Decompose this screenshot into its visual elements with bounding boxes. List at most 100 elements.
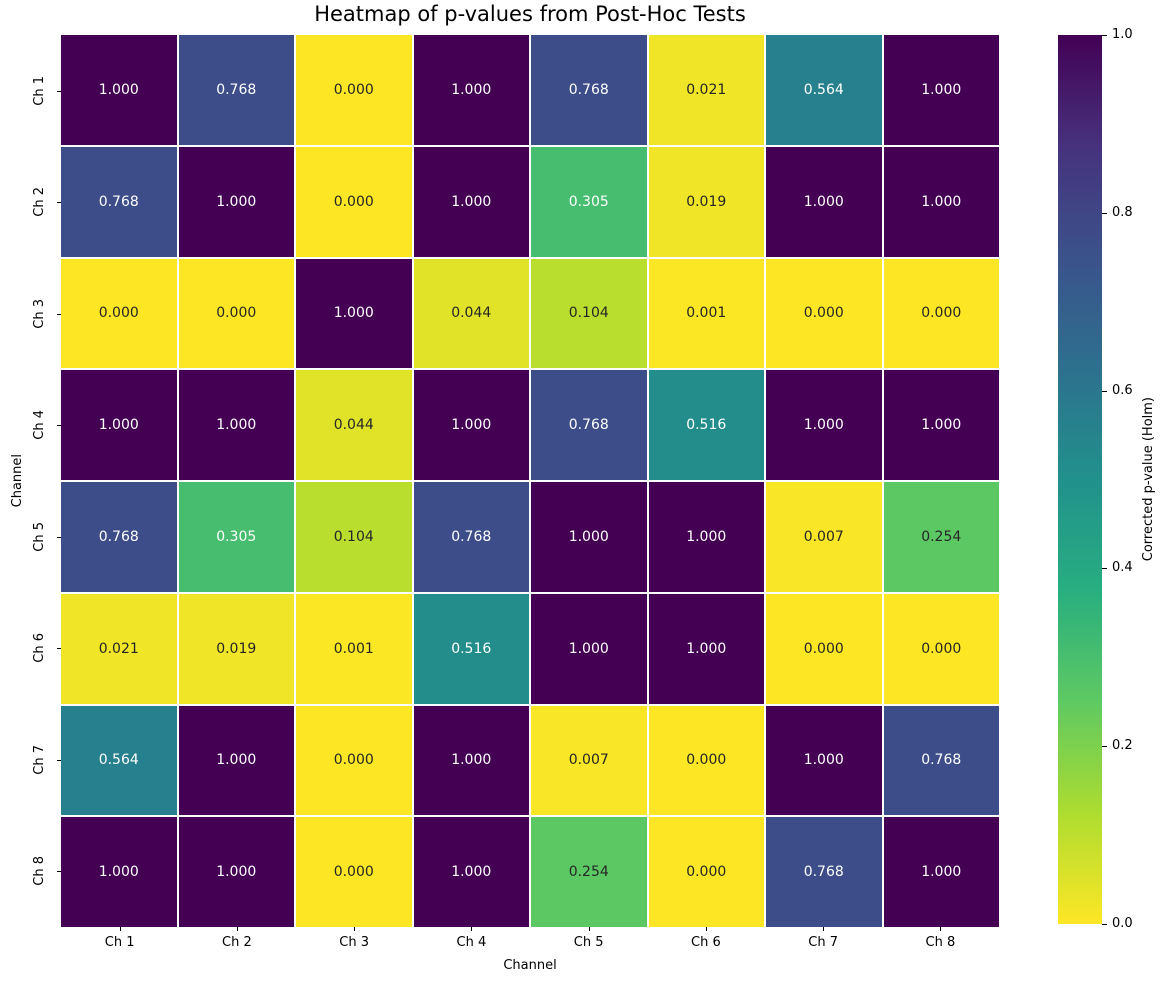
y-tick-mark	[57, 871, 61, 873]
x-tick-mark	[236, 927, 238, 931]
heatmap-cell: 0.000	[766, 258, 882, 369]
heatmap-cell: 0.001	[296, 593, 412, 704]
heatmap-cell: 0.021	[61, 593, 177, 704]
heatmap-cell: 1.000	[531, 482, 647, 592]
heatmap-cell: 0.564	[766, 35, 882, 145]
heatmap-cell: 1.000	[178, 146, 294, 257]
heatmap-cell: 0.768	[531, 35, 647, 145]
heatmap-cell: 0.021	[648, 35, 764, 145]
heatmap-cell: 0.768	[413, 482, 529, 592]
y-tick-label-text: Ch 7	[31, 744, 47, 775]
colorbar-tick-mark	[1102, 212, 1107, 214]
heatmap-cell: 0.000	[296, 35, 412, 145]
y-tick-label-text: Ch 4	[31, 410, 47, 441]
colorbar-tick-label: 1.0	[1112, 27, 1133, 42]
x-tick-label: Ch 2	[222, 935, 252, 950]
x-tick-mark	[119, 927, 121, 931]
colorbar-tick-mark	[1102, 35, 1107, 36]
heatmap-cell: 1.000	[413, 705, 529, 816]
colorbar-tick-label: 0.6	[1112, 382, 1133, 398]
y-tick-mark	[57, 759, 61, 761]
heatmap-cell: 1.000	[766, 146, 882, 257]
heatmap-cell: 1.000	[413, 35, 529, 145]
colorbar	[1058, 35, 1102, 924]
colorbar-tick-label: 0.8	[1112, 204, 1133, 220]
colorbar-label-text: Corrected p-value (Holm)	[1140, 397, 1156, 562]
heatmap-cell: 1.000	[61, 35, 177, 145]
x-tick-label: Ch 1	[104, 935, 135, 950]
heatmap-cell: 0.000	[883, 593, 999, 704]
colorbar-tick-label: 0.4	[1112, 560, 1133, 576]
heatmap-cell: 0.768	[61, 146, 177, 257]
y-tick-label-text: Ch 2	[31, 187, 47, 218]
y-tick-mark	[57, 425, 61, 427]
y-tick-label-text: Ch 6	[31, 633, 47, 664]
heatmap-cell: 0.044	[296, 370, 412, 480]
x-tick-label: Ch 3	[339, 935, 369, 950]
x-tick-mark	[354, 927, 356, 931]
heatmap-cell: 1.000	[178, 705, 294, 816]
heatmap-cell: 1.000	[61, 370, 177, 480]
heatmap-cell: 1.000	[531, 593, 647, 704]
y-tick-label-text: Ch 8	[31, 856, 47, 887]
heatmap-grid: 1.000 0.768 0.000 1.000 0.768 0.021 0.564 1.000…	[61, 35, 999, 927]
y-tick-mark	[57, 536, 61, 538]
heatmap-cell: 1.000	[883, 35, 999, 145]
heatmap-cell: 1.000	[648, 482, 764, 592]
y-tick-label-text: Ch 1	[31, 75, 47, 106]
y-tick-mark	[57, 202, 61, 204]
x-tick-label: Ch 8	[925, 935, 956, 950]
heatmap-cell: 0.305	[178, 482, 294, 592]
y-tick-label-text: Ch 5	[31, 521, 47, 552]
colorbar-label: Corrected p-value (Holm)	[1138, 35, 1158, 924]
y-axis-label-text: Channel	[9, 454, 25, 508]
y-tick-label-text: Ch 3	[31, 298, 47, 329]
heatmap-cell: 0.254	[883, 482, 999, 592]
x-tick-mark	[823, 927, 825, 931]
y-tick-label: Ch 1	[30, 46, 48, 136]
colorbar-tick-label: 0.0	[1112, 916, 1133, 931]
heatmap-cell: 0.768	[61, 482, 177, 592]
heatmap-cell: 0.000	[178, 258, 294, 369]
heatmap-cell: 1.000	[648, 593, 764, 704]
heatmap-cell: 0.019	[648, 146, 764, 257]
heatmap-cell: 0.000	[648, 705, 764, 816]
heatmap-cell: 1.000	[883, 817, 999, 927]
heatmap-cell: 0.768	[766, 817, 882, 927]
heatmap-cell: 0.000	[296, 705, 412, 816]
heatmap-cell: 1.000	[766, 705, 882, 816]
chart-title: Heatmap of p-values from Post-Hoc Tests	[314, 2, 746, 26]
x-tick-label: Ch 4	[456, 935, 487, 950]
heatmap-cell: 0.305	[531, 146, 647, 257]
heatmap-cell: 0.000	[61, 258, 177, 369]
heatmap-cell: 0.564	[61, 705, 177, 816]
heatmap-cell: 1.000	[413, 370, 529, 480]
y-tick-label: Ch 5	[30, 492, 48, 582]
heatmap-cell: 1.000	[766, 370, 882, 480]
colorbar-tick-mark	[1102, 568, 1107, 570]
heatmap-cell: 0.007	[766, 482, 882, 592]
heatmap-cell: 1.000	[883, 370, 999, 480]
heatmap-cell: 1.000	[413, 146, 529, 257]
x-tick-label: Ch 7	[808, 935, 838, 950]
y-tick-label: Ch 4	[30, 380, 48, 470]
colorbar-tick-mark	[1102, 390, 1107, 392]
heatmap-cell: 0.768	[531, 370, 647, 480]
heatmap-cell: 0.000	[296, 146, 412, 257]
heatmap-cell: 0.104	[296, 482, 412, 592]
heatmap-cell: 0.000	[883, 258, 999, 369]
heatmap-cell: 1.000	[413, 817, 529, 927]
y-tick-mark	[57, 313, 61, 315]
y-tick-label: Ch 6	[30, 603, 48, 693]
colorbar-tick-label: 0.2	[1112, 738, 1133, 754]
heatmap-cell: 1.000	[883, 146, 999, 257]
y-tick-label: Ch 7	[30, 715, 48, 805]
heatmap-cell: 0.000	[766, 593, 882, 704]
y-tick-label: Ch 2	[30, 157, 48, 247]
heatmap-cell: 1.000	[61, 817, 177, 927]
heatmap-cell: 0.516	[648, 370, 764, 480]
y-tick-mark	[57, 90, 61, 92]
x-tick-label: Ch 6	[691, 935, 721, 950]
heatmap-cell: 0.000	[296, 817, 412, 927]
